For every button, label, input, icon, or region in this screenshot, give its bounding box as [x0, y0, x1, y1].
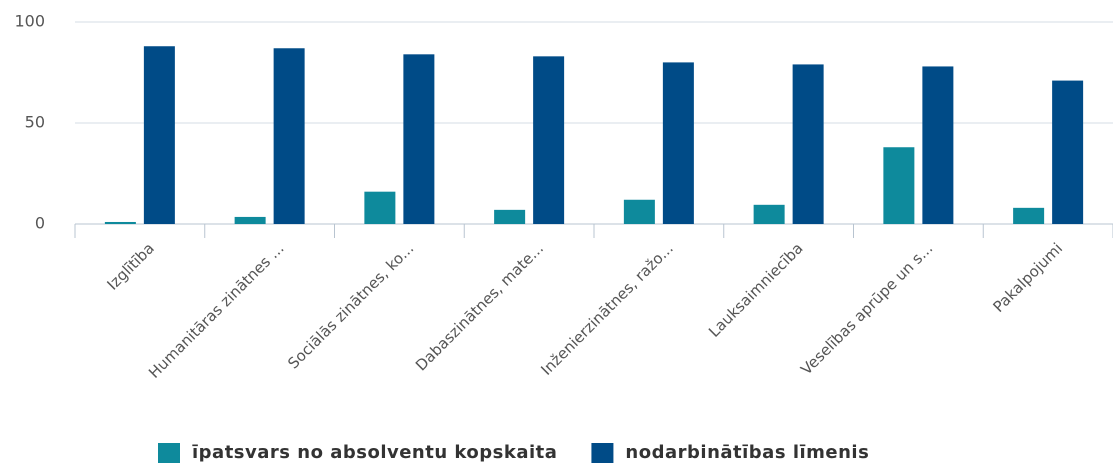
bar: [403, 54, 435, 224]
bar: [364, 191, 396, 224]
legend-swatch: [158, 443, 180, 463]
y-tick-label: 0: [35, 214, 45, 233]
y-tick-label: 50: [25, 113, 45, 132]
legend-label: nodarbinātības līmenis: [625, 442, 869, 463]
bar: [143, 46, 175, 224]
x-tick-label: Pakalpojumi: [989, 239, 1066, 316]
x-tick-label: Izglītība: [103, 239, 157, 293]
bar: [623, 199, 655, 224]
y-tick-label: 100: [14, 12, 45, 31]
bar: [753, 204, 785, 224]
x-tick-label: Lauksaimniecība: [705, 239, 807, 341]
bar: [533, 56, 565, 225]
bar: [792, 64, 824, 224]
legend-swatch: [591, 443, 614, 463]
x-tick-label: Sociālās zinātnes, ko...: [284, 239, 417, 372]
x-tick-label: Dabaszinātnes, mate...: [412, 239, 547, 374]
x-tick-label: Humanitāras zinātnes ...: [145, 239, 288, 382]
bar: [494, 209, 526, 224]
bar: [234, 216, 266, 224]
bar: [883, 147, 915, 224]
x-tick-label: Veselības aprūpe un s...: [797, 239, 936, 378]
bar: [662, 62, 694, 225]
bar: [922, 66, 954, 224]
bar: [1052, 80, 1084, 224]
bar: [1013, 207, 1045, 224]
bar: [273, 48, 305, 225]
legend-label: īpatsvars no absolventu kopskaita: [192, 442, 557, 463]
bar: [104, 221, 136, 224]
x-tick-label: Inženierzinātnes, ražo...: [537, 239, 676, 378]
